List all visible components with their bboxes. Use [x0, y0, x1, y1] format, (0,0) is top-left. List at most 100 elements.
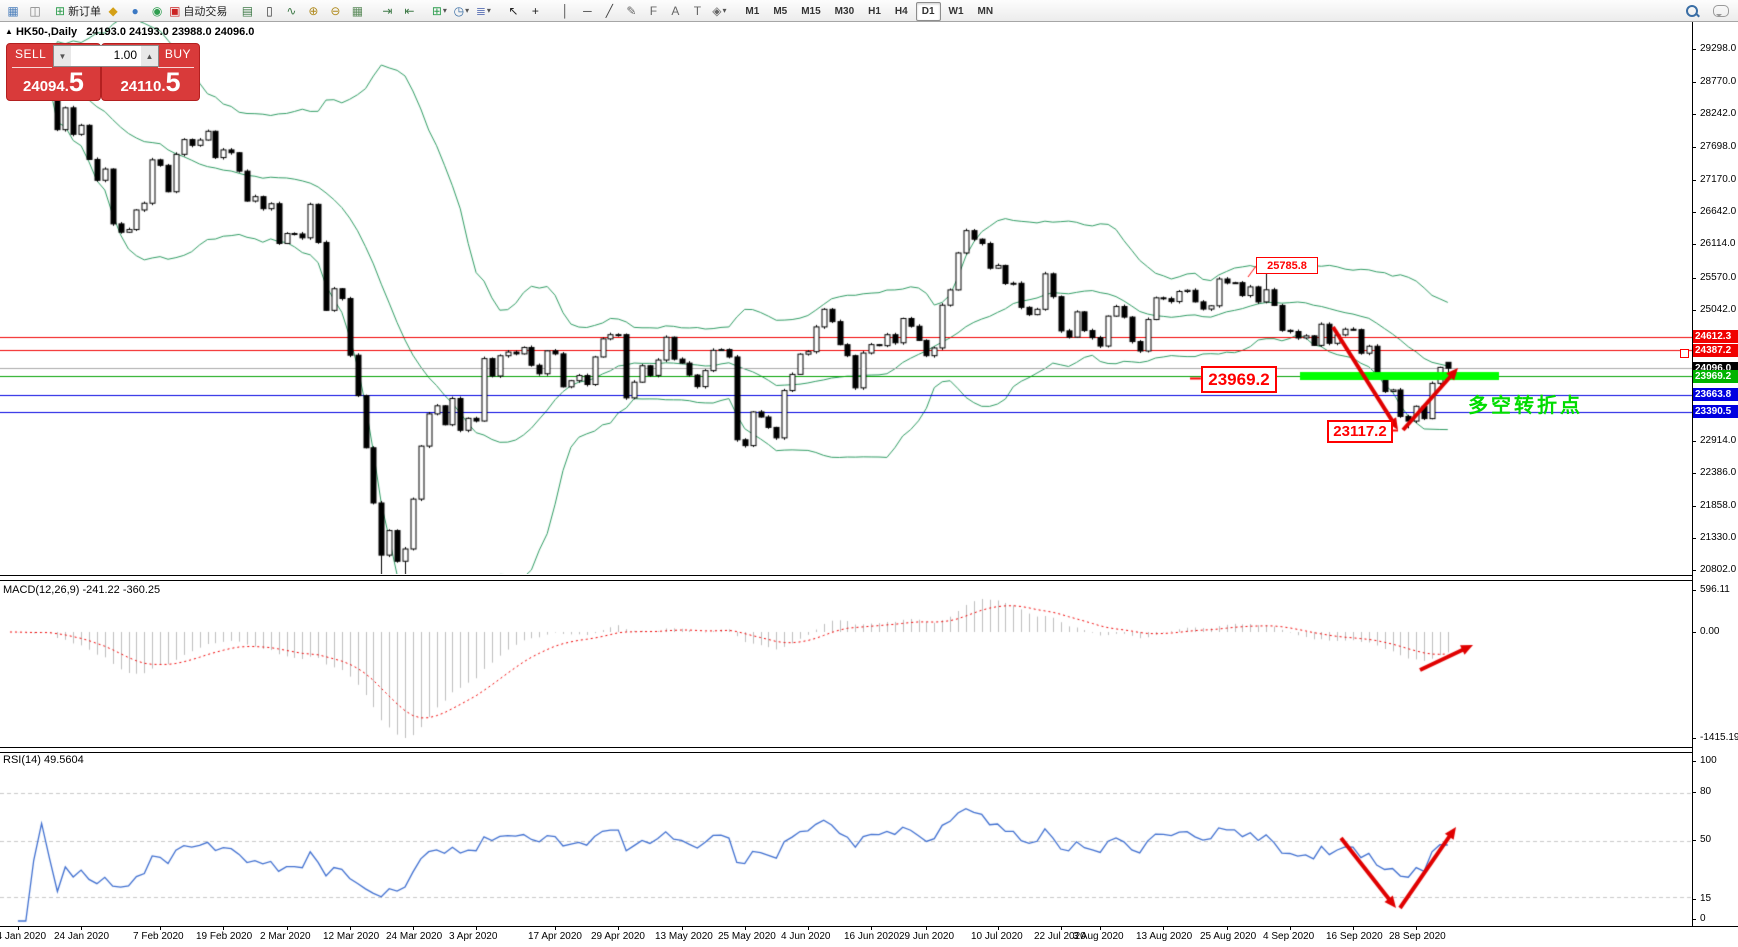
- cursor-icon[interactable]: ↖: [508, 3, 519, 18]
- date-tick: [1163, 926, 1164, 930]
- hline-handle[interactable]: [1680, 349, 1689, 358]
- signals-icon[interactable]: ◉: [151, 3, 163, 18]
- axis-tick: [1692, 82, 1696, 83]
- tile-windows-icon[interactable]: ▦: [351, 3, 364, 18]
- date-label: 19 Feb 2020: [196, 931, 253, 942]
- panel-separator[interactable]: [0, 575, 1692, 581]
- date-label: 12 Mar 2020: [323, 931, 380, 942]
- date-tick: [1100, 926, 1101, 930]
- axis-tick: [1692, 570, 1696, 571]
- timeframe-M5[interactable]: M5: [773, 5, 788, 17]
- price-line-label: 23390.5: [1693, 405, 1738, 418]
- profiles-icon[interactable]: ◫: [29, 3, 41, 18]
- axis-tick: [1692, 147, 1696, 148]
- price-tick-label: 22914.0: [1700, 435, 1737, 446]
- ohlc-values: 24193.0 24193.0 23988.0 24096.0: [86, 26, 255, 38]
- date-label: 22 Jul 2020: [1034, 931, 1086, 942]
- rsi-label: RSI(14) 49.5604: [3, 754, 84, 766]
- date-label: 29 Apr 2020: [591, 931, 645, 942]
- vertical-line-icon[interactable]: │: [561, 3, 570, 18]
- channel-icon[interactable]: ✎: [626, 3, 637, 18]
- macd-panel[interactable]: [0, 582, 1692, 746]
- new-order-button[interactable]: ⊞ 新订单: [55, 3, 102, 18]
- shapes-icon[interactable]: ◈ ▾: [712, 3, 727, 18]
- crosshair-icon[interactable]: +: [531, 3, 539, 18]
- trendline-icon[interactable]: ╱: [605, 3, 614, 18]
- bar-chart-mode-icon[interactable]: ▤: [241, 3, 254, 18]
- timeframe-W1[interactable]: W1: [948, 5, 964, 17]
- toolbar-left-group: ▦ ◫ ⊞ 新订单 ◆ ● ◉ ▣ 自动交易 ▤ ▯ ∿ ⊕ ⊖ ▦ ⇥ ⇤ ⊞ ▾ ◷ ▾ ≣ ▾ ↖ + │ ─ ╱ ✎ F A T ◈ ▾: [2, 2, 738, 20]
- zoom-out-icon[interactable]: ⊖: [330, 3, 341, 18]
- rsi-axis-tick: [1692, 919, 1696, 920]
- period-icon[interactable]: ◷ ▾: [453, 3, 470, 18]
- timeframe-MN[interactable]: MN: [977, 5, 994, 17]
- search-icon[interactable]: [1682, 2, 1702, 20]
- turning-point-note[interactable]: 多空转折点: [1468, 395, 1583, 417]
- price-tick-label: 22386.0: [1700, 467, 1737, 478]
- date-tick: [287, 926, 288, 930]
- horizontal-line-icon[interactable]: ─: [583, 3, 592, 18]
- axis-tick: [1692, 180, 1696, 181]
- rsi-axis-label: 100: [1700, 755, 1717, 766]
- zoom-in-icon[interactable]: ⊕: [308, 3, 319, 18]
- symbol-period-label: HK50-,Daily: [15, 26, 78, 38]
- new-chart-icon[interactable]: ⊞ ▾: [431, 3, 447, 18]
- candlestick-mode-icon[interactable]: ▯: [266, 3, 273, 18]
- volume-up-button[interactable]: ▲: [141, 46, 158, 66]
- fibonacci-icon[interactable]: F: [649, 3, 658, 18]
- chart-window-icon[interactable]: ▦: [7, 3, 19, 18]
- date-label: 4 Jun 2020: [781, 931, 831, 942]
- date-tick: [18, 926, 19, 930]
- axis-tick: [1692, 212, 1696, 213]
- timeframe-M1[interactable]: M1: [745, 5, 760, 17]
- chart-shift-icon[interactable]: ⇤: [404, 3, 415, 18]
- volume-stepper: ▼ 1.00 ▲: [53, 45, 159, 67]
- swing-low-label[interactable]: 23117.2: [1327, 420, 1393, 443]
- buy-price: 24110.5: [120, 67, 181, 97]
- price-tick-label: 20802.0: [1700, 564, 1737, 575]
- timeframe-M15[interactable]: M15: [801, 5, 821, 17]
- date-label: 24 Jan 2020: [54, 931, 110, 942]
- axis-tick: [1692, 441, 1696, 442]
- price-tick-label: 28770.0: [1700, 76, 1737, 87]
- date-label: 29 Jun 2020: [899, 931, 955, 942]
- panel-separator-2[interactable]: [0, 747, 1692, 753]
- sell-price: 24094.5: [23, 67, 84, 97]
- price-line-label: 23969.2: [1693, 370, 1738, 383]
- date-label: 10 Jul 2020: [971, 931, 1023, 942]
- volume-down-button[interactable]: ▼: [54, 46, 71, 66]
- macd-axis-tick: [1692, 738, 1696, 739]
- auto-scroll-icon[interactable]: ⇥: [382, 3, 393, 18]
- date-label: 3 Aug 2020: [1073, 931, 1124, 942]
- timeframe-M30[interactable]: M30: [834, 5, 855, 17]
- price-chart[interactable]: [0, 22, 1692, 574]
- price-tick-label: 26114.0: [1700, 238, 1736, 249]
- price-tick-label: 27698.0: [1700, 141, 1737, 152]
- date-tick: [1353, 926, 1354, 930]
- history-center-icon[interactable]: ◆: [108, 3, 118, 18]
- chat-icon[interactable]: [1711, 2, 1731, 20]
- templates-icon[interactable]: ≣ ▾: [475, 3, 491, 18]
- date-tick: [745, 926, 746, 930]
- date-tick: [682, 926, 683, 930]
- swing-high-label[interactable]: 25785.8: [1256, 257, 1318, 274]
- collapse-arrow-icon[interactable]: ▲: [5, 27, 13, 36]
- date-tick: [1061, 926, 1062, 930]
- auto-trading-button[interactable]: ▣ 自动交易: [169, 3, 228, 18]
- community-icon[interactable]: ●: [131, 3, 139, 18]
- volume-value[interactable]: 1.00: [71, 46, 141, 66]
- macd-axis-label: 0.00: [1700, 626, 1720, 637]
- text-label-icon[interactable]: T: [693, 3, 702, 18]
- timeframe-H1[interactable]: H1: [868, 5, 881, 17]
- date-label: 16 Jun 2020: [844, 931, 900, 942]
- axis-tick: [1692, 538, 1696, 539]
- date-label: 17 Apr 2020: [528, 931, 582, 942]
- date-tick: [618, 926, 619, 930]
- timeframe-H4[interactable]: H4: [894, 5, 908, 17]
- rsi-panel[interactable]: [0, 752, 1692, 925]
- line-chart-mode-icon[interactable]: ∿: [286, 3, 297, 18]
- support-price-label[interactable]: 23969.2: [1201, 366, 1277, 393]
- timeframe-D1[interactable]: D1: [915, 1, 941, 21]
- text-icon[interactable]: A: [671, 3, 680, 18]
- date-tick: [1290, 926, 1291, 930]
